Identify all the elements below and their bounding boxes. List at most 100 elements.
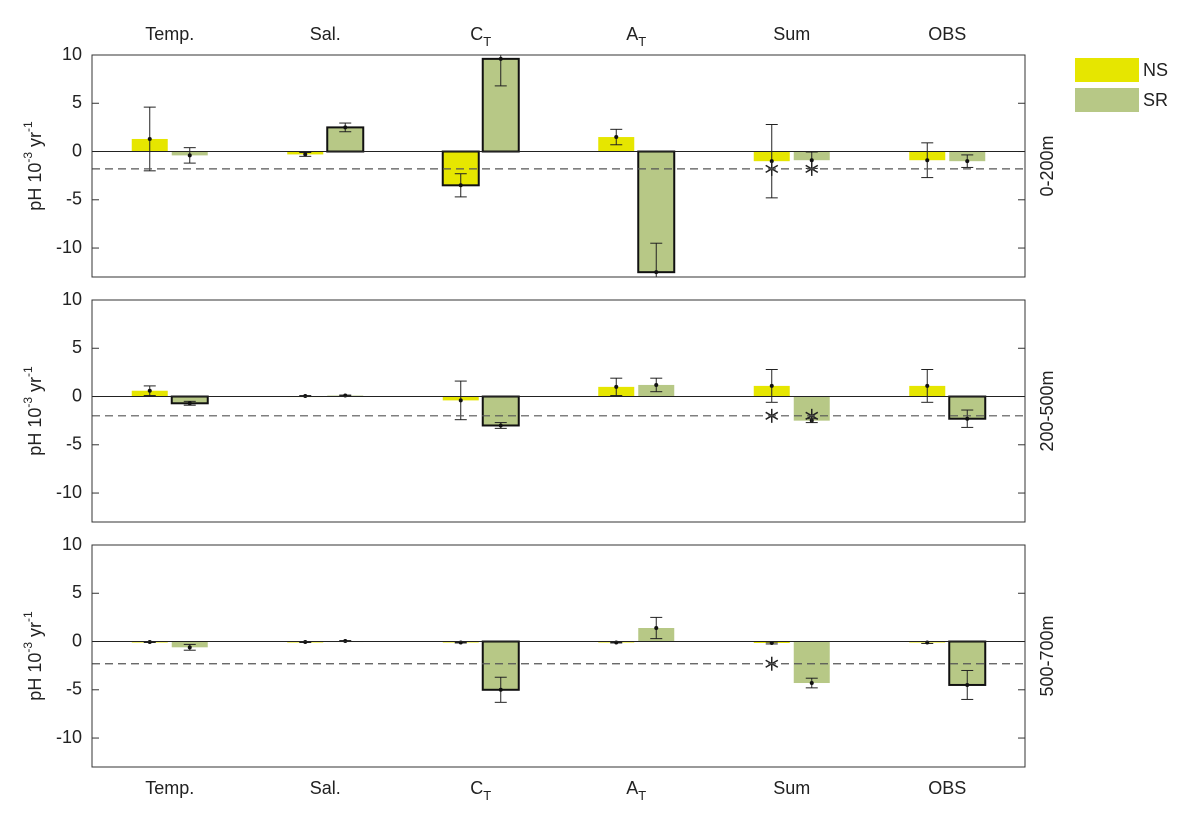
mean-dot [614,384,619,389]
y-axis-label-part: pH 10 [25,408,45,456]
mean-dot [965,159,970,164]
category-text: Temp. [145,778,194,798]
y-axis-label-part: yr [25,377,45,397]
mean-dot [187,645,192,650]
category-subscript: T [483,34,491,49]
y-axis-label: pH 10-3 yr-1 [21,611,45,701]
y-tick-label: 0 [72,630,82,650]
category-label: AT [626,24,646,49]
y-tick-label: 10 [62,289,82,309]
bar [793,641,830,684]
mean-dot [925,158,930,163]
panel-label: 200-500m [1037,370,1057,451]
plot-area [131,368,987,429]
mean-dot [498,423,503,428]
axes-frame [91,299,1026,523]
category-label: Sal. [310,778,341,798]
mean-dot [769,383,774,388]
y-tick-label: -5 [66,434,82,454]
y-axis-label-part: pH 10 [25,653,45,701]
category-text: A [626,24,638,44]
category-subscript: T [483,788,491,803]
mean-dot [925,383,930,388]
mean-dot [965,416,970,421]
category-label: Sum [773,778,810,798]
y-axis-label-part: -1 [21,611,35,622]
y-axis-label-part: -1 [21,121,35,132]
mean-dot [147,136,152,141]
y-tick-label: -10 [56,727,82,747]
y-axis-label: pH 10-3 yr-1 [21,366,45,456]
category-label: OBS [928,24,966,44]
axes-frame [91,54,1026,278]
mean-dot [498,56,503,61]
mean-dot [809,158,814,163]
category-subscript: T [638,788,646,803]
y-axis-label-part: yr [25,132,45,152]
mean-dot [343,125,348,130]
y-axis-label-part: pH 10 [25,163,45,211]
mean-dot [147,388,152,393]
category-label: Temp. [145,24,194,44]
mean-dot [187,153,192,158]
y-axis-label: pH 10-3 yr-1 [21,121,45,211]
y-tick-label: 0 [72,140,82,160]
category-text: Sal. [310,24,341,44]
y-axis-label-part: yr [25,622,45,642]
plot-area [131,55,986,277]
mean-dot [187,401,192,406]
y-tick-label: -5 [66,189,82,209]
mean-dot [654,626,659,631]
y-axis-label-part: -1 [21,366,35,377]
category-label: Temp. [145,778,194,798]
y-tick-label: 5 [72,92,82,112]
category-label: AT [626,778,646,803]
panel-label: 0-200m [1037,135,1057,196]
y-tick-label: 10 [62,44,82,64]
y-tick-label: -10 [56,237,82,257]
mean-dot [654,382,659,387]
y-tick-label: 10 [62,534,82,554]
bar [481,395,520,427]
mean-dot [458,398,463,403]
legend-swatch [1075,58,1139,82]
mean-dot [498,687,503,692]
category-text: Temp. [145,24,194,44]
y-axis-label-part: -3 [21,642,35,653]
legend-label: SR [1143,90,1168,110]
y-tick-label: 5 [72,337,82,357]
category-text: C [470,778,483,798]
category-label: OBS [928,778,966,798]
category-label: Sal. [310,24,341,44]
mean-dot [809,681,814,686]
mean-dot [654,270,659,275]
panel-label: 500-700m [1037,615,1057,696]
category-text: Sum [773,778,810,798]
plot-area [131,616,987,703]
category-label: CT [470,778,491,803]
category-text: Sum [773,24,810,44]
category-text: OBS [928,778,966,798]
mean-dot [458,183,463,188]
mean-dot [965,682,970,687]
y-tick-label: -10 [56,482,82,502]
y-tick-label: 0 [72,385,82,405]
legend-swatch [1075,88,1139,112]
category-text: A [626,778,638,798]
mean-dot [769,159,774,164]
category-label: Sum [773,24,810,44]
category-text: C [470,24,483,44]
y-axis-label-part: -3 [21,152,35,163]
mean-dot [303,152,308,157]
category-label: CT [470,24,491,49]
y-axis-label-part: -3 [21,397,35,408]
category-text: Sal. [310,778,341,798]
legend-label: NS [1143,60,1168,80]
mean-dot [614,135,619,140]
category-text: OBS [928,24,966,44]
axes-frame [91,544,1026,768]
category-subscript: T [638,34,646,49]
y-tick-label: 5 [72,582,82,602]
y-tick-label: -5 [66,679,82,699]
